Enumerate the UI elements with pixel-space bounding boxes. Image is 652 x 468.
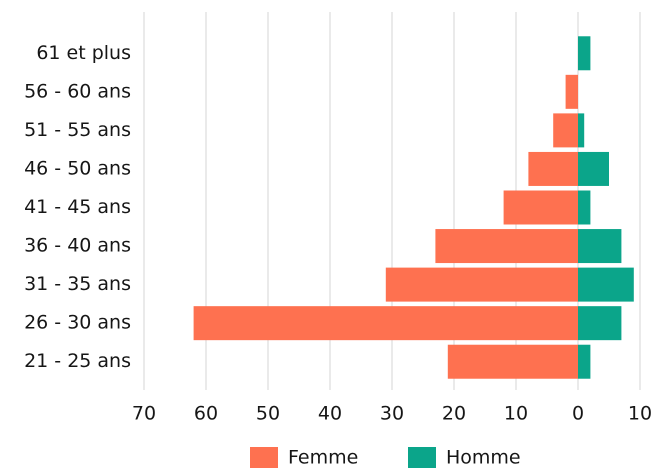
bar <box>447 344 578 379</box>
bar <box>578 229 622 264</box>
legend-label: Homme <box>446 447 521 468</box>
bar <box>553 113 578 148</box>
y-tick-label: 31 - 35 ans <box>24 273 131 295</box>
bar <box>578 36 591 71</box>
x-tick-label: 60 <box>194 403 218 425</box>
y-tick-label: 46 - 50 ans <box>24 157 131 179</box>
y-tick-label: 21 - 25 ans <box>24 350 131 372</box>
x-tick-label: 40 <box>318 403 342 425</box>
y-tick-label: 61 et plus <box>36 42 131 64</box>
bar <box>528 151 578 186</box>
x-tick-label: 50 <box>256 403 280 425</box>
bar <box>578 151 609 186</box>
bar <box>193 306 578 341</box>
x-tick-label: 30 <box>380 403 404 425</box>
x-tick-label: 70 <box>132 403 156 425</box>
y-tick-label: 26 - 30 ans <box>24 312 131 334</box>
bar <box>565 74 578 109</box>
legend-label: Femme <box>288 447 358 468</box>
bar <box>578 190 591 225</box>
bar <box>578 306 622 341</box>
bar <box>578 113 585 148</box>
legend-swatch <box>408 447 436 468</box>
x-tick-label: 10 <box>628 403 652 425</box>
y-tick-label: 51 - 55 ans <box>24 119 131 141</box>
bar <box>385 267 578 302</box>
x-tick-label: 0 <box>572 403 584 425</box>
bar <box>578 344 591 379</box>
legend-swatch <box>250 447 278 468</box>
bar <box>503 190 578 225</box>
y-tick-label: 36 - 40 ans <box>24 235 131 257</box>
bar <box>435 229 578 264</box>
x-tick-label: 20 <box>442 403 466 425</box>
y-tick-label: 41 - 45 ans <box>24 196 131 218</box>
x-tick-label: 10 <box>504 403 528 425</box>
bar <box>578 267 634 302</box>
y-tick-label: 56 - 60 ans <box>24 80 131 102</box>
